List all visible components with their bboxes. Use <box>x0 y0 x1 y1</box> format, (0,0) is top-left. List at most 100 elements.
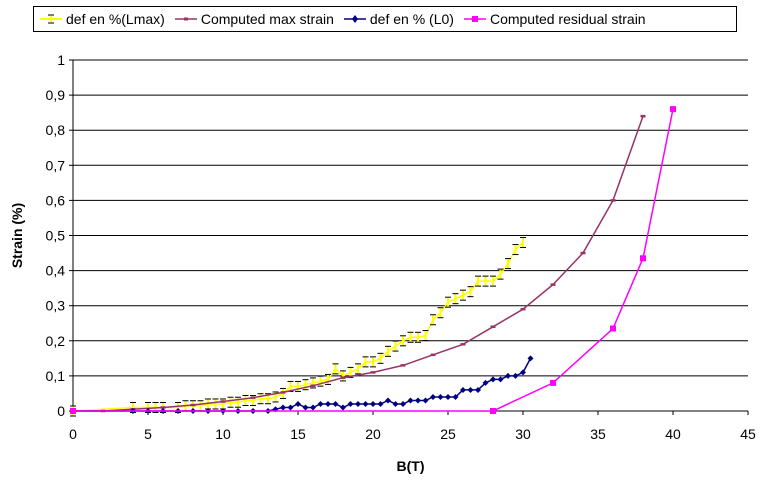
data-point-residual <box>640 255 646 262</box>
y-tick-label: 0,8 <box>46 122 66 138</box>
data-point-lmax <box>497 268 504 280</box>
data-point-l0 <box>505 372 511 379</box>
data-point-l0 <box>400 400 406 407</box>
data-point-lmax <box>212 398 219 410</box>
data-point-l0 <box>310 404 316 411</box>
data-point-l0 <box>445 393 451 400</box>
data-point-lmax <box>430 314 436 326</box>
data-point-lmax <box>415 331 421 343</box>
data-point-lmax <box>257 393 264 405</box>
legend-label-max-strain: Computed max strain <box>200 11 334 27</box>
data-point-l0 <box>287 404 294 411</box>
data-point-l0 <box>347 400 354 407</box>
x-tick-label: 35 <box>590 426 606 442</box>
x-tick-label: 5 <box>144 426 152 442</box>
data-point-residual <box>490 408 496 414</box>
legend-swatch-residual <box>463 16 486 22</box>
series-line-lmax <box>72 241 524 412</box>
data-point-lmax <box>355 363 361 375</box>
data-point-lmax <box>520 237 526 249</box>
x-tick-label: 25 <box>440 426 456 442</box>
data-point-l0 <box>460 386 466 393</box>
data-point-l0 <box>362 400 369 407</box>
data-point-lmax <box>377 352 384 364</box>
data-point-l0 <box>475 386 481 393</box>
data-point-l0 <box>385 397 391 404</box>
data-point-lmax <box>422 330 429 342</box>
data-point-lmax <box>482 275 489 287</box>
y-tick-label: 0,3 <box>46 298 66 314</box>
y-tick-label: 0,2 <box>46 333 66 349</box>
data-point-lmax <box>400 335 406 347</box>
data-point-lmax <box>475 275 481 287</box>
legend-swatch-lmax <box>40 14 62 24</box>
legend-label-residual: Computed residual strain <box>489 11 646 27</box>
data-point-lmax <box>385 345 391 357</box>
data-point-l0 <box>482 379 489 386</box>
data-point-l0 <box>430 393 436 400</box>
data-point-lmax <box>512 244 519 256</box>
x-tick-label: 30 <box>515 426 531 442</box>
x-tick-label: 10 <box>215 426 231 442</box>
data-point-l0 <box>302 404 309 411</box>
data-point-lmax <box>490 275 496 287</box>
data-point-l0 <box>325 400 331 407</box>
series-line-residual <box>73 108 674 412</box>
data-point-lmax <box>407 331 414 343</box>
y-tick-label: 0,4 <box>46 263 66 279</box>
legend-label-lmax: def en %(Lmax) <box>66 11 165 27</box>
data-point-lmax <box>317 375 324 387</box>
y-tick-label: 0 <box>57 403 65 419</box>
legend-swatch-max-strain <box>174 17 197 21</box>
data-point-l0 <box>512 372 519 379</box>
data-point-l0 <box>295 400 301 407</box>
legend-item-max-strain: Computed max strain <box>174 11 334 27</box>
y-axis-title: Strain (%) <box>9 203 25 268</box>
legend-item-residual: Computed residual strain <box>463 11 646 27</box>
data-point-l0 <box>317 400 324 407</box>
x-tick-label: 40 <box>665 426 681 442</box>
data-point-l0 <box>370 400 376 407</box>
data-point-l0 <box>377 400 384 407</box>
legend-item-lmax: def en %(Lmax) <box>40 11 165 27</box>
y-tick-label: 0,7 <box>46 157 66 173</box>
data-point-lmax <box>325 373 331 385</box>
data-point-l0 <box>422 397 429 404</box>
legend-item-l0: def en % (L0) <box>343 11 454 27</box>
y-tick-label: 0,9 <box>46 87 66 103</box>
series-residual <box>70 106 676 414</box>
data-point-l0 <box>355 400 361 407</box>
y-tick-label: 0,1 <box>46 368 66 384</box>
chart-legend: def en %(Lmax) Computed max strain def e… <box>33 6 737 32</box>
series-l0 <box>70 355 534 414</box>
data-point-residual <box>70 408 76 414</box>
data-point-l0 <box>437 393 444 400</box>
data-point-lmax <box>227 396 234 408</box>
series-line-max-strain <box>73 115 644 412</box>
data-point-l0 <box>392 400 399 407</box>
legend-label-l0: def en % (L0) <box>369 11 454 27</box>
data-point-l0 <box>527 355 534 362</box>
y-tick-label: 1 <box>57 52 65 68</box>
data-point-lmax <box>370 356 376 368</box>
data-point-l0 <box>415 397 421 404</box>
data-point-lmax <box>467 286 474 298</box>
data-point-residual <box>610 325 616 332</box>
x-axis-title: B(T) <box>397 458 425 474</box>
data-point-l0 <box>520 369 526 376</box>
legend-swatch-l0 <box>343 15 366 23</box>
data-point-lmax <box>362 356 369 368</box>
x-tick-label: 0 <box>69 426 77 442</box>
data-point-lmax <box>505 258 511 270</box>
data-point-l0 <box>332 400 339 407</box>
data-point-residual <box>670 106 676 113</box>
data-point-lmax <box>460 289 466 301</box>
data-point-lmax <box>445 296 451 308</box>
series-line-l0 <box>73 358 532 412</box>
data-point-residual <box>550 379 556 386</box>
data-point-lmax <box>242 394 249 406</box>
data-point-lmax <box>437 307 444 319</box>
data-point-lmax <box>332 363 339 375</box>
data-point-lmax <box>392 340 399 352</box>
